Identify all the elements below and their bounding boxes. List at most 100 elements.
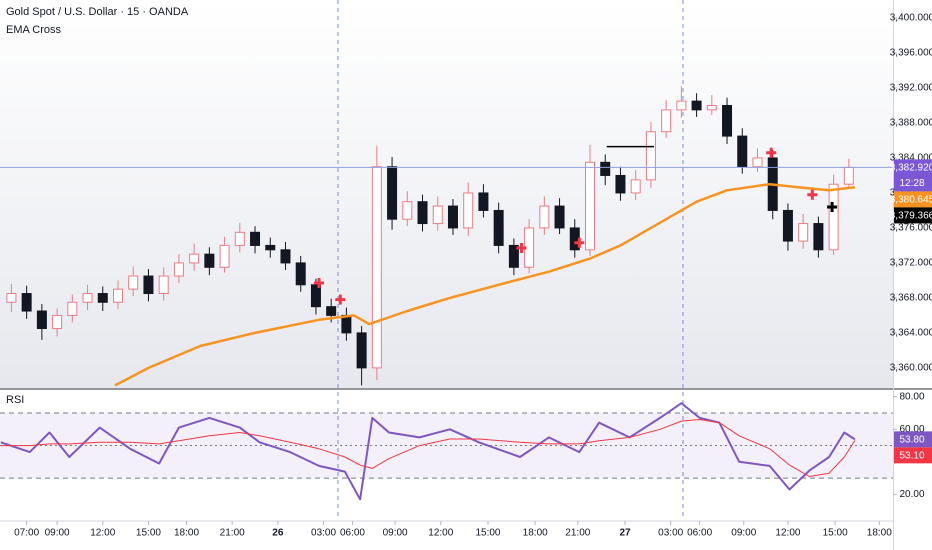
- x-tick-label: 09:00: [731, 528, 756, 539]
- x-tick-label: 15:00: [475, 528, 500, 539]
- candle-body: [737, 135, 748, 168]
- candle-body: [189, 253, 200, 264]
- x-tick-label: 09:00: [383, 528, 408, 539]
- x-tick-label: 07:00: [14, 528, 39, 539]
- y-tick-label: 3,368.000: [890, 293, 932, 304]
- x-tick-label: 12:00: [775, 528, 800, 539]
- candle-body: [447, 205, 458, 229]
- candle-body: [676, 100, 687, 111]
- candle-body: [97, 293, 108, 303]
- x-tick-label: 15:00: [136, 528, 161, 539]
- y-tick-label: 3,376.000: [890, 223, 932, 234]
- candle-body: [295, 262, 306, 286]
- candle-body: [67, 301, 78, 316]
- candle-body: [158, 275, 169, 295]
- candle-body: [234, 231, 245, 246]
- candle-body: [782, 209, 793, 242]
- x-tick-label: 12:00: [90, 528, 115, 539]
- x-tick-label: 12:00: [428, 528, 453, 539]
- x-tick-label: 09:00: [45, 528, 70, 539]
- candle-body: [417, 201, 428, 225]
- candle-body: [82, 293, 93, 303]
- candle-body: [128, 275, 139, 290]
- candle-body: [706, 104, 717, 111]
- x-tick-label: 03:00: [658, 528, 683, 539]
- price-label: 3,379.366: [890, 211, 932, 222]
- candle-body: [600, 161, 611, 176]
- candle-body: [371, 166, 382, 369]
- price-label-box: [894, 447, 932, 464]
- candle-body: [6, 293, 17, 303]
- price-label: 3,380.645: [890, 195, 932, 206]
- signal-marker: [827, 201, 838, 212]
- candle-body: [493, 209, 504, 246]
- x-tick-label: 18:00: [174, 528, 199, 539]
- price-pane: [0, 0, 893, 388]
- candle-body: [661, 109, 672, 133]
- candle-body: [219, 244, 230, 268]
- candle-body: [36, 310, 47, 330]
- candle-body: [21, 293, 32, 312]
- x-tick-label: 21:00: [220, 528, 245, 539]
- candle-body: [173, 262, 184, 277]
- rsi-pane: [0, 390, 893, 520]
- x-tick-label: 06:00: [687, 528, 712, 539]
- axes: 3,360.000 3,364.000 3,368.000 3,372.000 3,37…: [14, 13, 932, 539]
- y-tick-label: 3,372.000: [890, 258, 932, 269]
- x-tick-label: 06:00: [340, 528, 365, 539]
- candle-body: [615, 174, 626, 194]
- x-tick-label: 18:00: [867, 528, 892, 539]
- signal-marker: [766, 147, 777, 158]
- rsi-line: [0, 419, 856, 477]
- candle-body: [113, 288, 124, 303]
- candle-body: [387, 166, 398, 220]
- rsi-line: [0, 402, 856, 501]
- candle-body: [722, 104, 733, 137]
- rsi-plot: [0, 402, 893, 501]
- indicator-title: EMA Cross: [6, 24, 62, 36]
- y-tick-label: 60.00: [899, 424, 924, 435]
- price-label-box: [894, 431, 932, 448]
- x-tick-label: 21:00: [565, 528, 590, 539]
- candle-body: [280, 249, 291, 264]
- candle-body: [143, 275, 154, 295]
- price-label-box: [894, 159, 932, 192]
- price-label: 53.80: [899, 435, 924, 446]
- ema-line: [114, 182, 856, 387]
- candle-body: [432, 205, 443, 225]
- candle-body: [341, 314, 352, 334]
- candle-body: [478, 192, 489, 211]
- y-tick-label: 80.00: [899, 391, 924, 402]
- x-tick-label: 18:00: [523, 528, 548, 539]
- signal-marker: [807, 189, 818, 200]
- candle-body: [691, 100, 702, 111]
- price-plot: [0, 86, 893, 387]
- price-label-box: [894, 191, 932, 208]
- candle-body: [326, 306, 337, 316]
- y-tick-label: 20.00: [899, 489, 924, 500]
- candle-body: [752, 157, 763, 168]
- price-label: 3,382.920: [890, 163, 932, 174]
- y-tick-label: 3,360.000: [890, 363, 932, 374]
- x-tick-label: 27: [619, 528, 631, 539]
- chart-title: Gold Spot / U.S. Dollar · 15 · OANDA: [6, 6, 189, 18]
- y-tick-label: 3,396.000: [890, 48, 932, 59]
- y-tick-label: 3,384.000: [890, 153, 932, 164]
- candle-body: [463, 192, 474, 229]
- candle-body: [645, 131, 656, 181]
- candle-body: [630, 179, 641, 194]
- candle-body: [52, 314, 63, 330]
- candle-body: [310, 284, 321, 308]
- candle-body: [265, 244, 276, 251]
- candle-body: [813, 223, 824, 251]
- rsi-title: RSI: [6, 394, 24, 406]
- candle-body: [554, 205, 565, 229]
- signal-marker: [574, 237, 585, 248]
- candle-body: [508, 244, 519, 268]
- y-tick-label: 3,400.000: [890, 13, 932, 24]
- countdown-label: 12:28: [899, 178, 924, 189]
- x-tick-label: 03:00: [311, 528, 336, 539]
- y-tick-label: 3,392.000: [890, 83, 932, 94]
- signal-marker: [313, 278, 324, 289]
